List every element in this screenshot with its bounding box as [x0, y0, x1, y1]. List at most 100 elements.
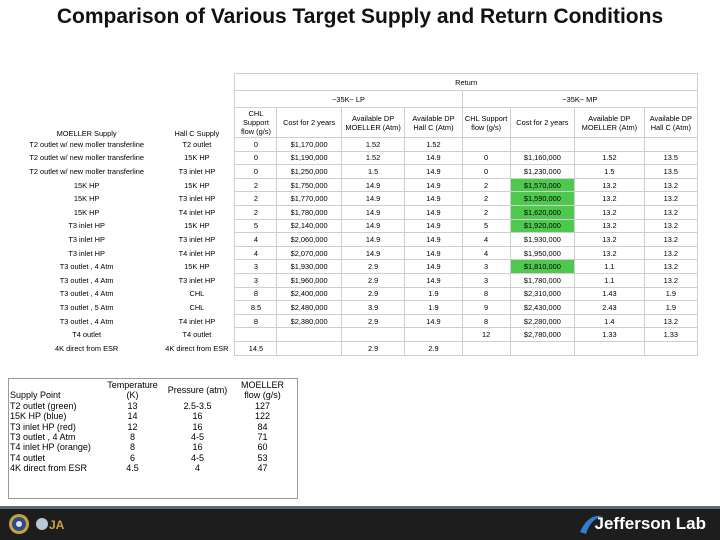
table-cell: 0	[234, 150, 278, 166]
table-cell: 14.9	[404, 177, 463, 193]
table-cell: $1,920,000	[509, 218, 576, 234]
table-cell: T3 outlet , 4 Atm	[59, 316, 114, 326]
table-cell: T3 inlet HP	[178, 275, 216, 285]
column-header: Available DP Hall C (Atm)	[404, 107, 463, 138]
table-cell: 8	[234, 313, 278, 329]
table-cell: $1,620,000	[509, 204, 576, 220]
table-cell: $1,930,000	[276, 259, 342, 274]
table-cell: 14.9	[404, 259, 463, 274]
table-cell: T3 inlet HP	[68, 234, 105, 244]
table-cell	[404, 327, 463, 342]
table-cell: 13.2	[643, 218, 699, 234]
table-cell: 12	[461, 327, 511, 342]
table-cell: 14.9	[340, 245, 406, 261]
table-cell: $1,780,000	[276, 204, 342, 220]
table-cell: 2	[461, 204, 511, 220]
table-cell	[509, 137, 576, 152]
supply-point-cell: 84	[257, 421, 268, 432]
table-cell: T3 inlet HP	[178, 194, 216, 204]
table-cell: T2 outlet w/ new moller transferline	[29, 166, 144, 176]
table-row: 15K HP T4 inlet HP 2 $1,780,000 14.9 14.9 2 $1,…	[14, 204, 699, 220]
column-header: Cost for 2 years	[276, 107, 342, 138]
supply-point-cell: T3 outlet , 4 Atm	[10, 432, 76, 443]
table-cell: $2,780,000	[509, 327, 576, 342]
table-cell: T3 outlet , 4 Atm	[59, 262, 114, 272]
table-cell	[509, 340, 576, 356]
table-cell: 13.2	[643, 245, 699, 261]
table-cell: $2,480,000	[276, 300, 342, 315]
table-cell: $1,160,000	[509, 150, 576, 166]
table-cell: $1,750,000	[276, 177, 342, 193]
table-cell	[574, 340, 645, 356]
table-cell: 8	[461, 313, 511, 329]
table-cell: $2,060,000	[276, 232, 342, 247]
table-cell: 1.5	[574, 164, 645, 179]
supply-point-table: Supply Point Temperature (K) Pressure (a…	[10, 380, 290, 474]
table-row: 15K HP T3 inlet HP 2 $1,770,000 14.9 14.9 2 $1,…	[14, 191, 699, 206]
table-cell: 13.2	[643, 232, 699, 247]
table-cell: 1.1	[574, 272, 645, 288]
supply-point-cell: 4-5	[190, 432, 204, 443]
table-cell: $1,770,000	[276, 191, 342, 206]
table-cell: $1,930,000	[509, 232, 576, 247]
table-cell: 15K HP	[73, 207, 100, 217]
table-row: T3 outlet , 4 Atm 15K HP 3 $1,930,000 2.9 14.…	[14, 259, 699, 274]
table-row: T3 inlet HP T4 inlet HP 4 $2,070,000 14.9 14.…	[14, 245, 699, 261]
supply-point-cell: 16	[192, 411, 203, 422]
supply-point-cell: T3 inlet HP (red)	[10, 421, 76, 432]
table-cell: 13.2	[574, 191, 645, 206]
table-cell: 1.52	[574, 150, 645, 166]
lp-header: ~35K~ LP	[234, 90, 463, 108]
table-cell: 14.9	[404, 313, 463, 329]
table-cell	[276, 327, 342, 342]
table-cell: 13.2	[643, 191, 699, 206]
supply-point-cell: 4	[194, 463, 200, 474]
table-cell: 8.5	[234, 300, 278, 315]
table-cell: 15K HP	[184, 153, 210, 163]
table-cell: 15K HP	[184, 180, 210, 190]
table-cell: CHL	[189, 289, 205, 299]
table-cell: 15K HP	[184, 221, 210, 231]
table-cell: 3	[461, 259, 511, 274]
supply-point-cell: 6	[129, 452, 135, 463]
table-cell: 2.43	[574, 300, 645, 315]
supply-point-cell: 14	[127, 411, 138, 422]
table-cell: 8	[234, 286, 278, 302]
supply-point-cell: 12	[127, 421, 138, 432]
table-cell: 4	[461, 245, 511, 261]
supply-point-cell: T2 outlet (green)	[10, 400, 77, 411]
table-cell: 15K HP	[184, 262, 210, 272]
table-cell: T4 inlet HP	[178, 248, 216, 258]
table-cell: 13.2	[574, 218, 645, 234]
table-cell	[234, 327, 278, 342]
table-cell: 2	[234, 191, 278, 206]
mp-header: ~35K~ MP	[461, 90, 699, 108]
jsa-logo-icon: JA	[36, 518, 65, 532]
table-cell: T4 outlet	[182, 330, 212, 340]
table-cell: T2 outlet w/ new moller transferline	[29, 153, 144, 163]
table-cell	[574, 137, 645, 152]
supply-point-cell: 15K HP (blue)	[10, 411, 67, 422]
table-cell	[643, 340, 699, 356]
table-cell: 4	[234, 245, 278, 261]
table-cell: 1.1	[574, 259, 645, 274]
table-cell: T4 inlet HP	[178, 207, 216, 217]
table-cell: 1.33	[643, 327, 699, 342]
table-cell: 3	[461, 272, 511, 288]
table-cell: 2	[234, 177, 278, 193]
table-cell: $1,590,000	[509, 191, 576, 206]
table-cell: 2	[234, 204, 278, 220]
table-cell: $2,400,000	[276, 286, 342, 302]
column-header: Hall C Supply	[174, 128, 220, 138]
table-cell: 1.33	[574, 327, 645, 342]
table-cell: 1.9	[643, 300, 699, 315]
supply-point-cell: 60	[257, 442, 268, 453]
table-cell: $2,140,000	[276, 218, 342, 234]
table-cell: 14.9	[404, 150, 463, 166]
table-cell: 2.9	[404, 340, 463, 356]
table-cell: T3 inlet HP	[178, 234, 216, 244]
supply-point-cell: 53	[257, 452, 268, 463]
table-cell	[461, 137, 511, 152]
table-cell: 2.9	[340, 313, 406, 329]
supply-point-cell: 8	[129, 432, 135, 443]
